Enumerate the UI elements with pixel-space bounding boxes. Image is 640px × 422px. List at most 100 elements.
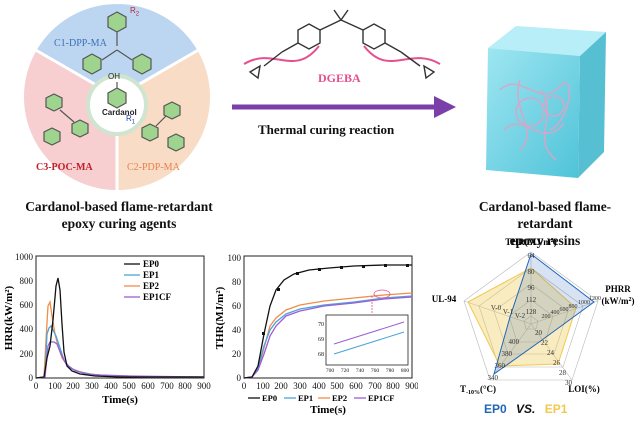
thr-x-tick-9: 900: [405, 381, 418, 391]
hrr-y-tick-2: 400: [20, 324, 34, 334]
thr-legend-ep1: EP1: [298, 393, 313, 403]
thr-x-tick-0: 0: [242, 381, 247, 391]
thr-y-tick-1: 20: [232, 349, 242, 359]
radar-t10-tick-0: 400: [509, 338, 520, 346]
thr-y-tick-0: 0: [237, 373, 242, 383]
thr-inset-y-tick-0: 68: [318, 352, 324, 358]
r1-label: R1: [126, 114, 136, 126]
radar-legend-ep0: EP0: [484, 402, 507, 416]
radar-phrr-tick-4: 1000: [578, 300, 590, 306]
hrr-y-tick-5: 1000: [15, 252, 34, 262]
thr-x-tick-5: 500: [330, 381, 344, 391]
hrr-legend-ep0: EP0: [143, 259, 160, 269]
radar-loi-tick-3: 26: [553, 359, 561, 367]
hrr-legend-ep2: EP2: [143, 281, 160, 291]
radar-axis-loi: LOI(%): [568, 384, 600, 394]
radar-ul94-tick-2: V-2: [515, 312, 526, 320]
radar-ul94-tick-1: V-1: [503, 308, 514, 316]
radar-ep0-area: [493, 253, 595, 376]
radar-phrr-tick-5: 1200: [589, 296, 601, 302]
radar-phrr-tick-3: 800: [569, 304, 578, 310]
radar-t10-tick-2: 360: [495, 362, 506, 370]
hrr-x-tick-8: 800: [178, 381, 192, 391]
thr-xlabel: Time(s): [310, 404, 346, 416]
oh-label: OH: [108, 72, 120, 81]
thr-inset-y-tick-1: 69: [318, 337, 324, 343]
radar-axis-t10: T-10%(°C): [460, 384, 496, 396]
radar-axis-phrr: PHRR: [605, 284, 631, 294]
reaction-arrow: [232, 96, 456, 118]
cardanol-label: Cardanol: [102, 108, 137, 117]
dgeba-label: DGEBA: [318, 71, 361, 85]
radar-t10-tick-3: 340: [488, 374, 499, 382]
radar-phrr-tick-2: 600: [560, 307, 569, 313]
thr-chart: 0 20 40 60 80 100 0 100 200 300 400 500 …: [214, 253, 418, 416]
thr-legend-ep2: EP2: [332, 393, 347, 403]
thr-inset-y-tick-2: 70: [318, 322, 324, 328]
radar-ep1-area: [467, 267, 577, 367]
radar-phrr-tick-1: 400: [551, 310, 560, 316]
thr-y-tick-4: 80: [232, 277, 242, 287]
radar-loi-tick-4: 28: [559, 369, 567, 377]
dgeba-structure: [243, 9, 441, 80]
thr-x-tick-6: 600: [349, 381, 363, 391]
hrr-curve-ep0: [35, 277, 204, 379]
thr-x-tick-8: 800: [386, 381, 400, 391]
hrr-legend-ep1cf: EP1CF: [143, 292, 172, 302]
thr-y-tick-2: 40: [232, 325, 242, 335]
radar-axis-ul94: UL-94: [432, 294, 457, 304]
hrr-y-tick-1: 200: [20, 349, 34, 359]
radar-loi-tick-0: 20: [535, 329, 543, 337]
pdp-molecule: [141, 101, 185, 152]
radar-legend-ep1: EP1: [544, 402, 568, 416]
c2-pdp-ma-label: C2-PDP-MA: [127, 162, 180, 173]
thr-x-tick-1: 100: [256, 381, 270, 391]
c1-dpp-ma-label: C1-DPP-MA: [54, 38, 107, 49]
hrr-y-tick-0: 0: [29, 373, 34, 383]
radar-loi-tick-1: 22: [541, 339, 549, 347]
thr-inset-x-tick-5: 800: [401, 368, 410, 374]
thr-x-tick-4: 400: [312, 381, 326, 391]
thr-x-tick-7: 700: [368, 381, 382, 391]
radar-thr-tick-0: 128: [526, 308, 537, 316]
hrr-x-tick-1: 100: [48, 381, 62, 391]
hrr-y-tick-3: 600: [20, 300, 34, 310]
thr-x-tick-2: 200: [274, 381, 288, 391]
radar-thr-tick-2: 96: [528, 284, 536, 292]
thr-inset: [325, 314, 409, 366]
reaction-label: Thermal curing reaction: [258, 122, 395, 137]
thr-curve-ep1cf: [243, 296, 413, 379]
thr-y-tick-3: 60: [232, 301, 242, 311]
hrr-x-tick-6: 600: [141, 381, 155, 391]
radar-chart: 64 80 96 112 128 200 400 600 800 1000 12…: [432, 237, 635, 396]
hrr-ylabel: HRR(kW/m²): [3, 285, 15, 350]
radar-thr-tick-1: 112: [526, 296, 537, 304]
hrr-curve-ep1: [35, 324, 204, 379]
thr-curve-ep0: [243, 264, 412, 379]
hrr-chart: 0 200 400 600 800 1000 0 100 200 300 400…: [3, 252, 212, 406]
hrr-x-tick-4: 400: [104, 381, 118, 391]
hrr-x-tick-7: 700: [160, 381, 174, 391]
thr-legend-ep0: EP0: [262, 393, 277, 403]
hrr-x-tick-9: 900: [197, 381, 211, 391]
poc-molecule: [43, 93, 89, 146]
thr-inset-x-tick-1: 720: [341, 368, 350, 374]
resins-caption: Cardanol-based flame-retardant epoxy res…: [478, 199, 612, 248]
hrr-x-tick-0: 0: [34, 381, 39, 391]
thr-ylabel: THR(MJ/m²): [214, 286, 226, 349]
dpp-molecule: [82, 11, 152, 75]
thr-inset-x-tick-0: 700: [326, 368, 335, 374]
radar-loi-tick-5: 30: [565, 379, 573, 387]
hrr-legend-ep1: EP1: [143, 270, 160, 280]
hrr-x-ticks: 0 100 200 300 400 500 600 700 800 900: [34, 381, 212, 391]
radar-ul94-tick-0: V-0: [491, 304, 502, 312]
radar-axis-thr: THR(MJ/m2): [505, 237, 557, 247]
hrr-x-tick-3: 300: [85, 381, 99, 391]
hrr-y-ticks: 0 200 400 600 800 1000: [15, 252, 34, 383]
hrr-y-tick-4: 800: [20, 276, 34, 286]
radar-loi-tick-2: 24: [547, 349, 555, 357]
epoxy-resin-cube: [486, 26, 606, 178]
thr-legend: EP0 EP1 EP2 EP1CF: [248, 393, 394, 403]
thr-curve-ep1: [243, 295, 413, 379]
curing-agent-wheel: [24, 4, 210, 190]
